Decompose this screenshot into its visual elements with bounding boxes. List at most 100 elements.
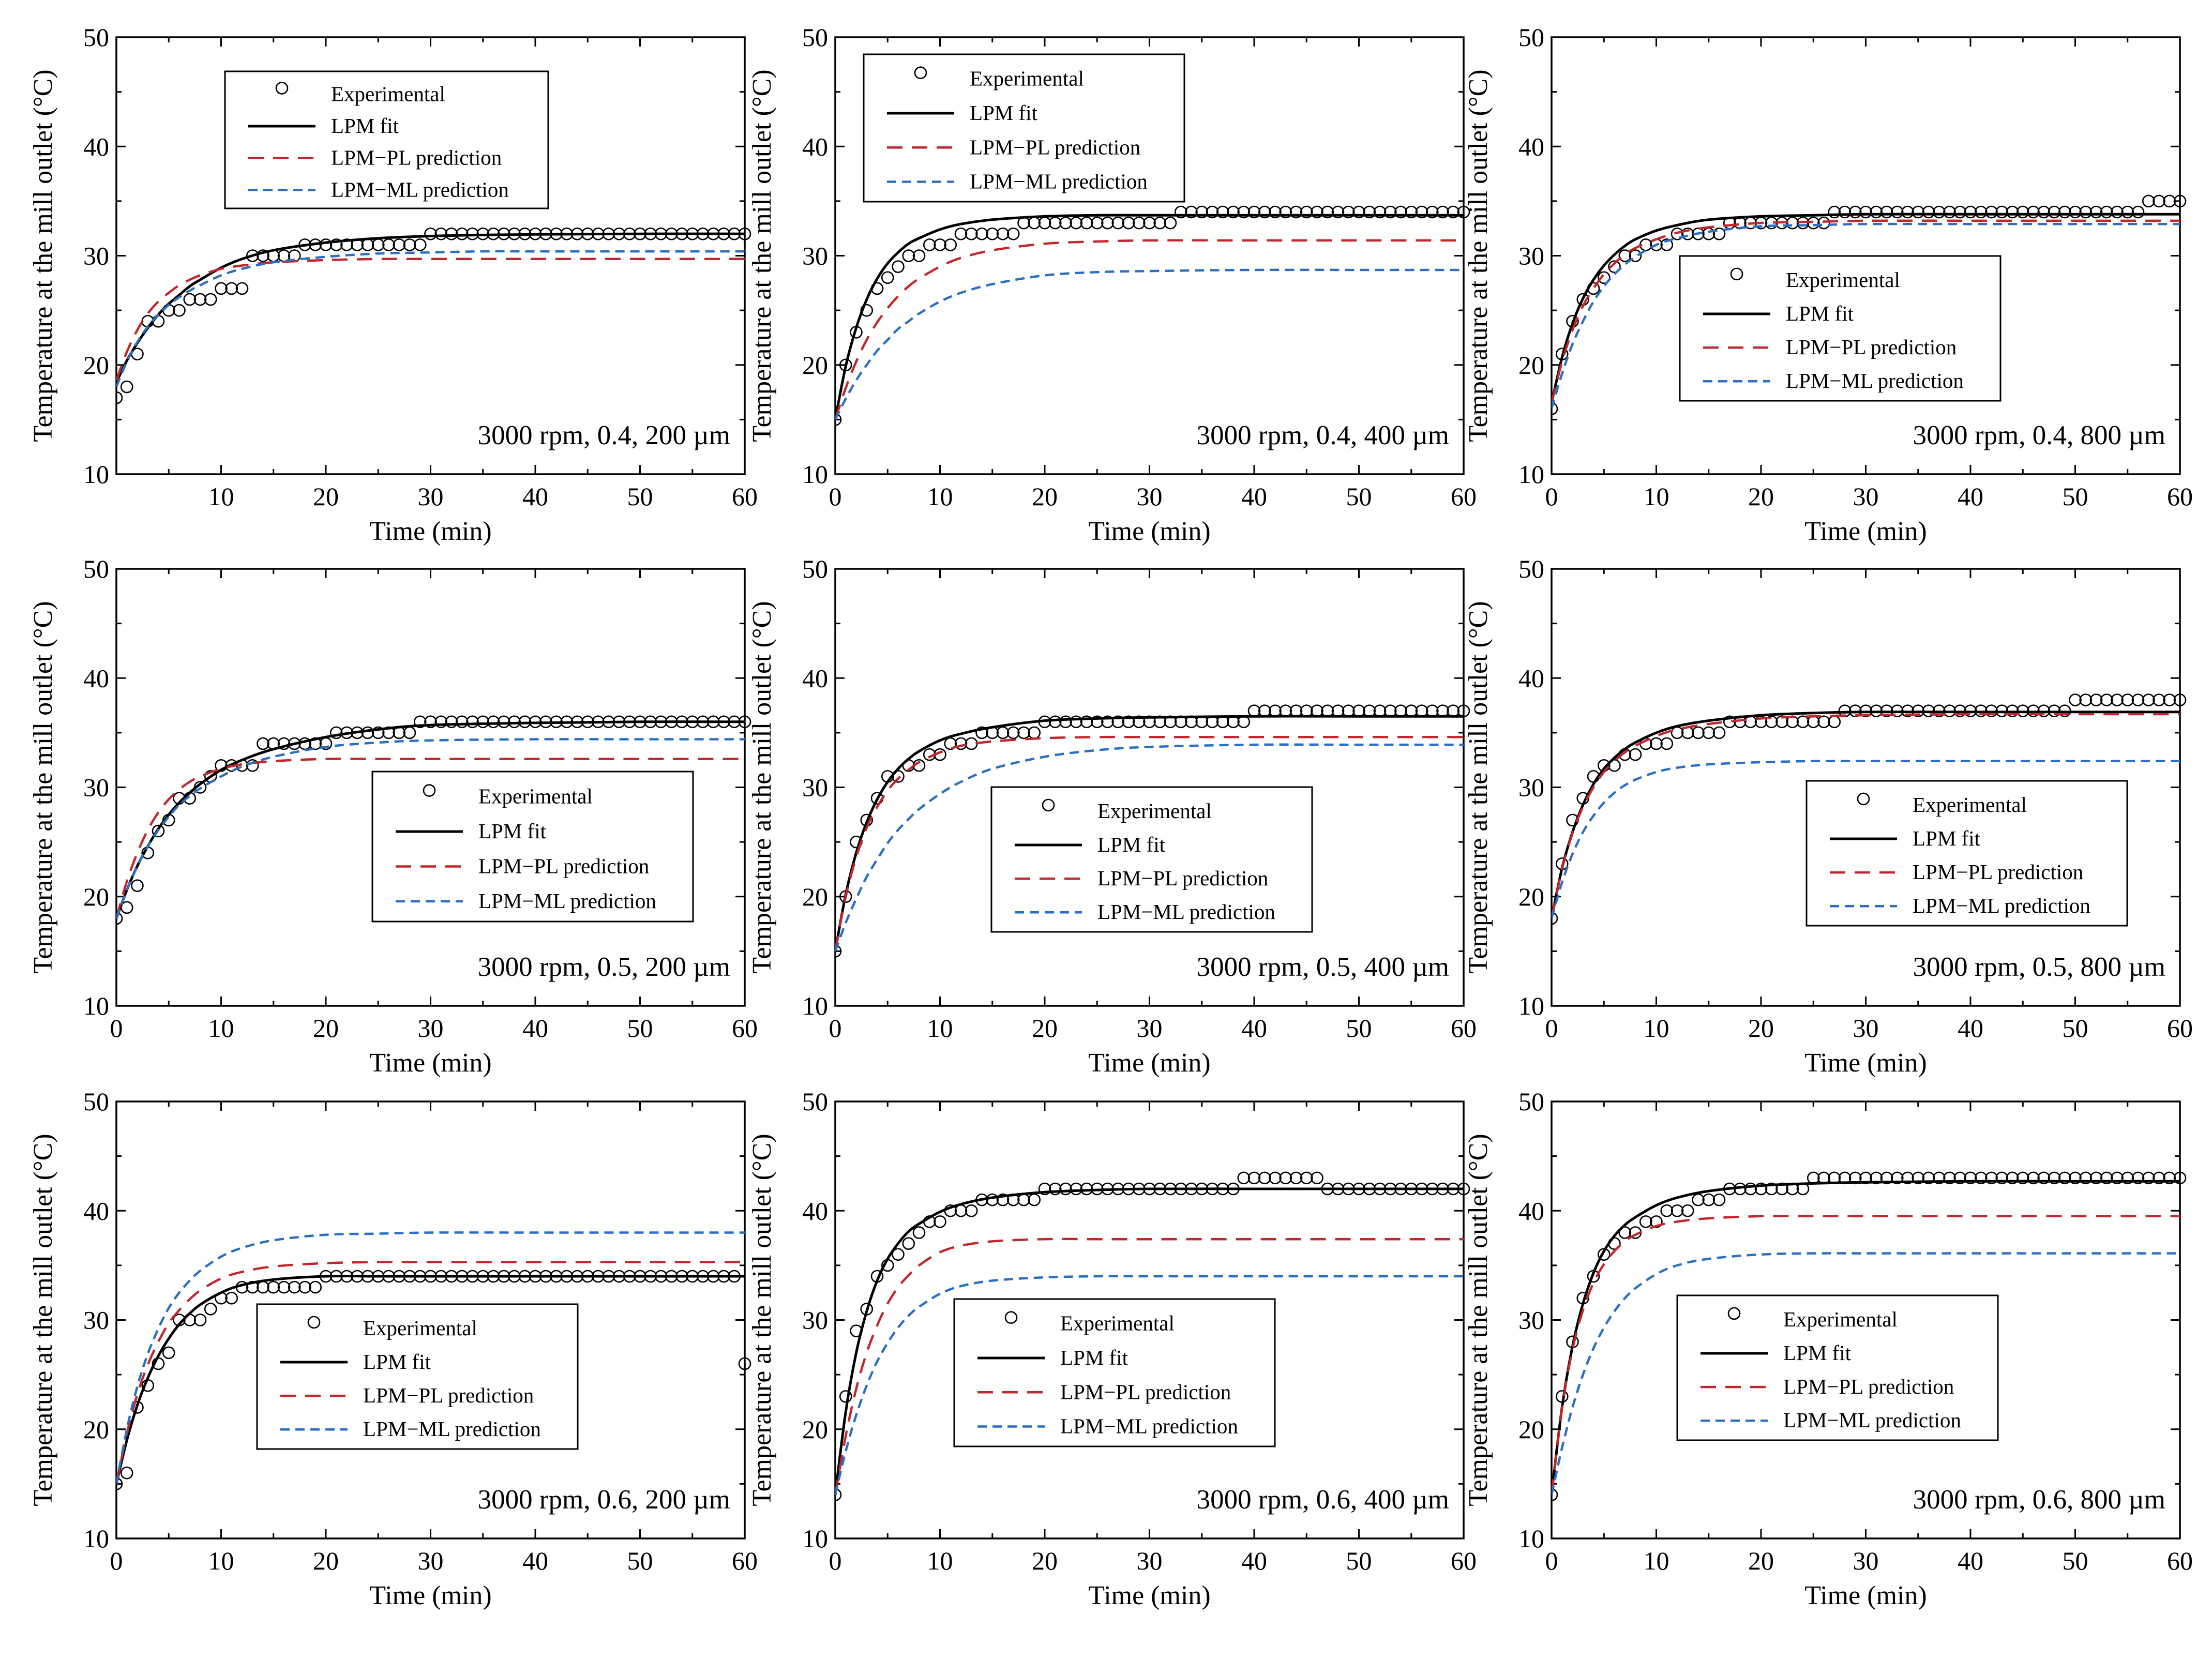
condition-annotation: 3000 rpm, 0.6, 800 µm (1913, 1485, 2165, 1515)
data-point (1038, 1182, 1051, 1196)
x-axis-label: Time (min) (1804, 517, 1927, 546)
series-layer (116, 715, 751, 925)
legend-swatch-marker (1042, 798, 1055, 812)
data-point (1006, 726, 1020, 740)
y-axis-label: Temperature at the mill outlet (°C) (1464, 69, 1493, 442)
x-tick-label: 60 (2167, 1014, 2193, 1043)
x-tick-label: 40 (522, 482, 548, 511)
data-point (1247, 1171, 1261, 1185)
condition-annotation: 3000 rpm, 0.5, 400 µm (1197, 952, 1449, 982)
data-point (1101, 715, 1114, 729)
x-tick-label: 0 (829, 482, 842, 511)
data-point (902, 1237, 915, 1250)
x-axis-label: Time (min) (1088, 1048, 1210, 1078)
data-point (445, 715, 458, 729)
y-axis-label: Temperature at the mill outlet (°C) (28, 69, 58, 442)
data-point (1943, 1171, 1956, 1185)
data-point (371, 726, 385, 740)
data-point (2121, 205, 2134, 219)
data-point (1080, 715, 1093, 729)
x-tick-label: 50 (627, 1014, 653, 1043)
data-point (183, 293, 197, 306)
legend: Experimental LPM fit LPM−PL prediction LPM−… (371, 771, 694, 923)
data-point (1932, 205, 1946, 219)
data-point (497, 715, 510, 729)
legend-entry-label: Experimental (1060, 1311, 1175, 1335)
x-tick-label: 50 (1346, 1014, 1372, 1043)
data-point (1111, 715, 1125, 729)
x-tick-label: 40 (1958, 482, 1983, 511)
data-point (204, 1303, 217, 1316)
x-tick-label: 20 (313, 482, 339, 511)
data-point (1692, 726, 1705, 740)
x-tick-label: 20 (1748, 1546, 1774, 1575)
data-point (1447, 205, 1460, 219)
data-point (1765, 1182, 1778, 1196)
x-tick-label: 0 (1545, 482, 1558, 511)
data-point (1828, 205, 1841, 219)
data-point (1143, 216, 1156, 230)
data-point (1352, 205, 1365, 219)
legend-swatch-marker (1730, 267, 1743, 281)
y-tick-label: 20 (83, 882, 109, 911)
data-point (2079, 693, 2093, 706)
data-point (1457, 205, 1470, 219)
data-point (1838, 205, 1852, 219)
series-line-shortdash (835, 743, 1464, 952)
legend-entry-label: LPM−PL prediction (1060, 1380, 1231, 1404)
data-point (257, 249, 269, 262)
x-tick-label: 40 (1958, 1546, 1983, 1575)
legend-entry-label: LPM−ML prediction (1786, 369, 1964, 393)
series-line-dash (1552, 219, 2180, 404)
legend-entry-label: LPM−ML prediction (363, 1417, 541, 1441)
data-point (2089, 205, 2103, 219)
y-tick-label: 10 (83, 991, 109, 1020)
y-tick-label: 30 (1518, 242, 1544, 270)
data-point (487, 715, 500, 729)
data-point (1754, 1182, 1768, 1196)
x-axis-label: Time (min) (1088, 1581, 1210, 1610)
data-point (1247, 205, 1261, 219)
x-axis-label: Time (min) (1088, 517, 1210, 546)
series-line-shortdash (1552, 1252, 2180, 1495)
series-line-dash (1552, 1215, 2180, 1495)
data-point (267, 1280, 280, 1294)
y-tick-label: 30 (802, 242, 828, 270)
data-point (2037, 1171, 2051, 1185)
data-point (1890, 1171, 1904, 1185)
x-tick-label: 50 (2063, 482, 2088, 511)
x-tick-label: 50 (627, 482, 653, 511)
x-tick-label: 30 (418, 1014, 444, 1043)
series-layer (1552, 693, 2187, 925)
data-point (1552, 402, 1558, 415)
x-tick-label: 10 (1644, 1014, 1669, 1043)
data-point (1059, 216, 1072, 230)
x-tick-label: 10 (1644, 1546, 1669, 1575)
data-point (1943, 205, 1956, 219)
x-tick-label: 50 (627, 1546, 653, 1575)
data-point (975, 227, 988, 240)
data-point (1848, 205, 1862, 219)
data-point (1639, 1215, 1652, 1228)
legend-entry-label: LPM fit (970, 101, 1038, 125)
data-point (413, 715, 427, 729)
legend-swatch-marker (1727, 1307, 1741, 1320)
legend: Experimental LPM fit LPM−PL prediction LPM−… (224, 70, 549, 209)
x-tick-label: 30 (1137, 1014, 1163, 1043)
series-line-solid (835, 1187, 1464, 1495)
data-point (116, 391, 123, 404)
legend-entry-label: LPM−ML prediction (478, 889, 656, 913)
y-axis-label: Temperature at the mill outlet (°C) (747, 69, 777, 442)
data-point (2027, 205, 2040, 219)
data-point (2142, 1171, 2155, 1185)
data-point (912, 249, 926, 262)
data-point (455, 227, 469, 240)
data-point (881, 271, 894, 284)
x-tick-label: 40 (522, 1014, 548, 1043)
x-tick-label: 0 (829, 1546, 842, 1575)
data-point (413, 238, 427, 251)
data-point (1901, 1171, 1914, 1185)
